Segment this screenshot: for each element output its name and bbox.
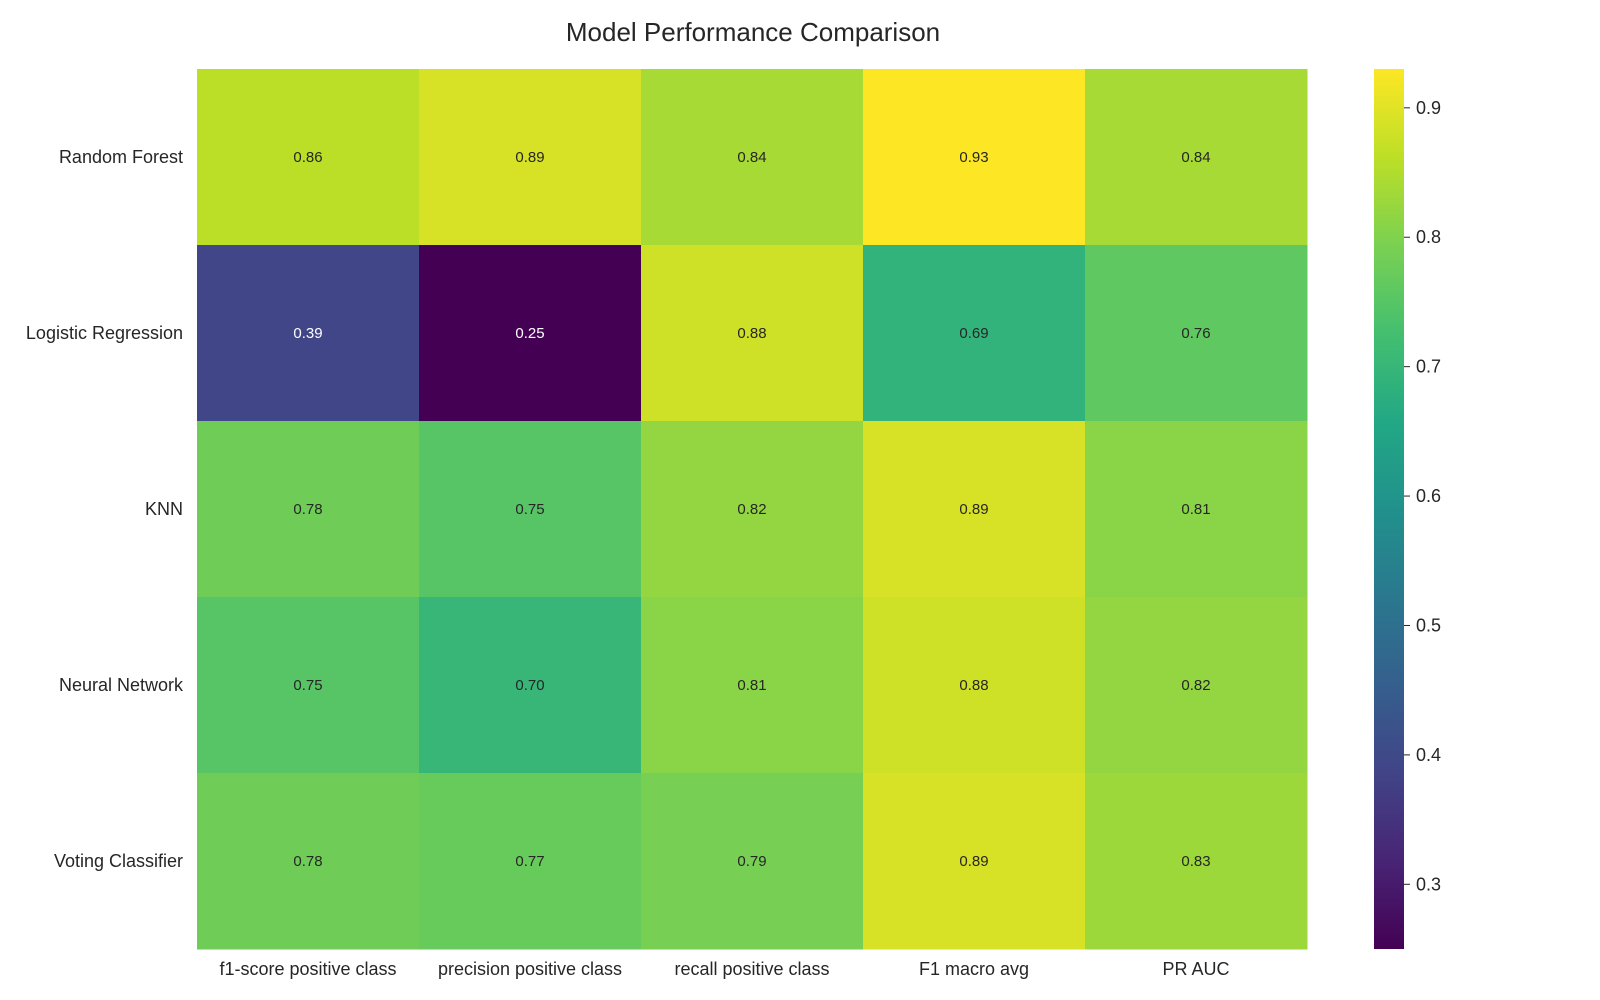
heatmap-cell (641, 421, 864, 598)
heatmap-cell (419, 773, 642, 950)
heatmap-cells: 0.86 0.89 0.84 0.93 0.84 0.39 0.25 0.88 0.69 0.76… (197, 69, 1308, 950)
colorbar-gradient (1374, 69, 1404, 949)
heatmap-cell (641, 245, 864, 422)
cell-value-label: 0.84 (1181, 149, 1210, 166)
heatmap-cell (1085, 773, 1308, 950)
colorbar-tick-label: 0.7 (1416, 357, 1441, 377)
heatmap-cell (419, 69, 642, 246)
cell-value-label: 0.75 (293, 677, 322, 694)
cell-value-label: 0.70 (515, 677, 544, 694)
column-labels: f1-score positive class precision positiv… (219, 959, 1229, 979)
heatmap-cell (1085, 421, 1308, 598)
cell-value-label: 0.69 (959, 325, 988, 342)
heatmap-cell (863, 245, 1086, 422)
cell-value-label: 0.78 (293, 501, 322, 518)
row-label: Random Forest (59, 147, 183, 167)
cell-value-label: 0.75 (515, 501, 544, 518)
heatmap-cell (419, 421, 642, 598)
cell-value-label: 0.83 (1181, 853, 1210, 870)
column-label: precision positive class (438, 959, 622, 979)
heatmap-cell (1085, 597, 1308, 774)
colorbar-tick-label: 0.9 (1416, 98, 1441, 118)
column-label: F1 macro avg (919, 959, 1029, 979)
cell-value-label: 0.89 (959, 853, 988, 870)
cell-value-label: 0.89 (515, 149, 544, 166)
colorbar-tick-label: 0.5 (1416, 615, 1441, 635)
heatmap-cell (1085, 69, 1308, 246)
column-label: f1-score positive class (219, 959, 396, 979)
column-label: PR AUC (1162, 959, 1229, 979)
heatmap-cell (197, 69, 420, 246)
row-label: Neural Network (59, 675, 184, 695)
cell-value-label: 0.86 (293, 149, 322, 166)
cell-value-label: 0.88 (737, 325, 766, 342)
cell-value-label: 0.25 (515, 325, 544, 342)
row-labels: Random Forest Logistic Regression KNN Neura… (26, 147, 184, 871)
heatmap-cell (197, 773, 420, 950)
heatmap-cell (863, 421, 1086, 598)
heatmap-cell (863, 597, 1086, 774)
heatmap-cell (197, 597, 420, 774)
row-label: Voting Classifier (54, 851, 183, 871)
colorbar: 0.3 0.4 0.5 0.6 0.7 0.8 0.9 (1374, 69, 1441, 949)
heatmap-cell (863, 773, 1086, 950)
colorbar-tick-label: 0.4 (1416, 745, 1441, 765)
cell-value-label: 0.93 (959, 149, 988, 166)
heatmap-cell (197, 245, 420, 422)
heatmap-cell (419, 245, 642, 422)
colorbar-tick-label: 0.3 (1416, 874, 1441, 894)
heatmap-cell (863, 69, 1086, 246)
heatmap-cell (641, 773, 864, 950)
row-label: KNN (145, 499, 183, 519)
row-label: Logistic Regression (26, 323, 183, 343)
colorbar-tick-label: 0.8 (1416, 227, 1441, 247)
cell-value-label: 0.81 (1181, 501, 1210, 518)
heatmap-cell (641, 597, 864, 774)
cell-value-label: 0.76 (1181, 325, 1210, 342)
colorbar-tick-label: 0.6 (1416, 486, 1441, 506)
cell-value-label: 0.84 (737, 149, 766, 166)
cell-value-label: 0.82 (737, 501, 766, 518)
column-label: recall positive class (674, 959, 829, 979)
heatmap-cell (1085, 245, 1308, 422)
heatmap-cell (419, 597, 642, 774)
cell-value-label: 0.77 (515, 853, 544, 870)
chart-title: Model Performance Comparison (566, 17, 940, 47)
heatmap-cell (641, 69, 864, 246)
heatmap-cell (197, 421, 420, 598)
cell-value-label: 0.78 (293, 853, 322, 870)
cell-value-label: 0.88 (959, 677, 988, 694)
cell-value-label: 0.81 (737, 677, 766, 694)
cell-value-label: 0.39 (293, 325, 322, 342)
cell-value-label: 0.82 (1181, 677, 1210, 694)
cell-value-label: 0.79 (737, 853, 766, 870)
cell-value-label: 0.89 (959, 501, 988, 518)
